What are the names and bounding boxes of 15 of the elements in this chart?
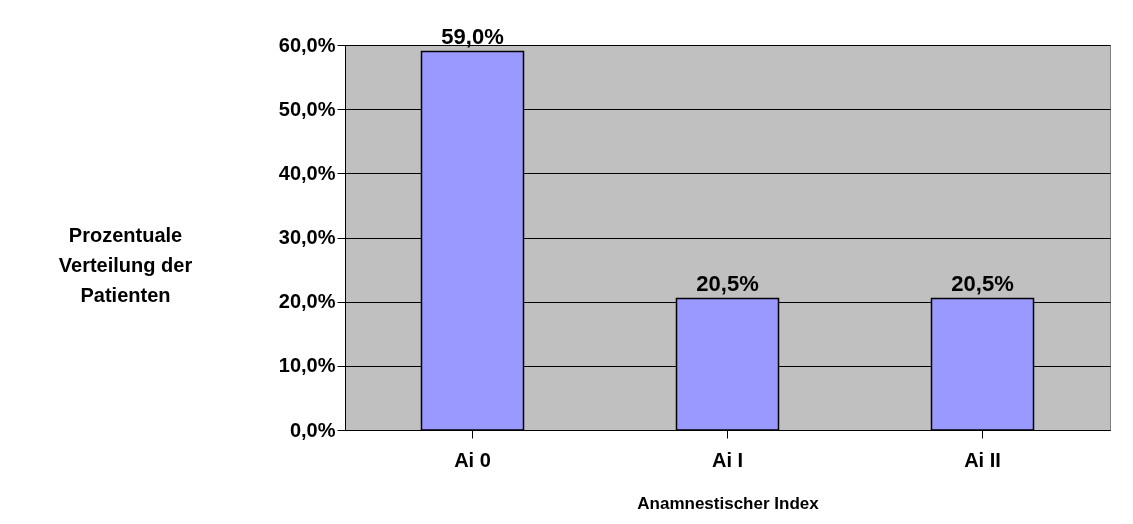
y-tick-label: 0,0%: [289, 418, 336, 441]
y-tick-label: 20,0%: [278, 290, 336, 313]
y-tick-label: 30,0%: [278, 226, 336, 248]
x-tick-label: Ai I: [711, 448, 744, 471]
y-axis-title: Prozentuale Verteilung der Patienten: [58, 223, 193, 306]
x-tick-label: Ai 0: [454, 448, 491, 471]
y-tick-label: 60,0%: [278, 33, 336, 56]
data-label: 20,5%: [951, 271, 1014, 297]
data-label: 20,5%: [696, 271, 759, 297]
x-tick-label: Ai II: [964, 448, 1001, 471]
data-label: 59,0%: [441, 24, 504, 50]
x-axis-title: Anamnestischer Index: [637, 493, 820, 513]
y-tick-label: 50,0%: [278, 97, 336, 120]
y-tick-label: 10,0%: [278, 354, 336, 377]
y-tick-label: 40,0%: [278, 161, 336, 184]
